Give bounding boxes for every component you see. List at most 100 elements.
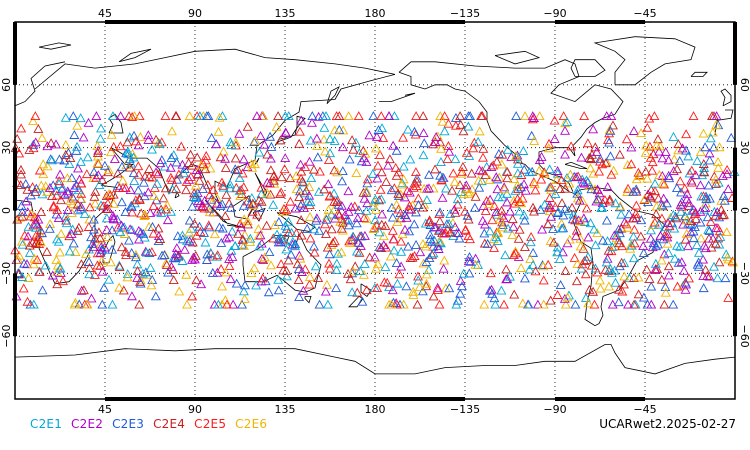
occultation-marker xyxy=(714,212,725,222)
occultation-marker xyxy=(726,132,737,142)
occultation-marker xyxy=(449,177,460,187)
occultation-marker xyxy=(418,150,429,160)
occultation-marker xyxy=(539,199,550,209)
occultation-marker xyxy=(17,272,28,281)
occultation-marker xyxy=(696,233,707,243)
occultation-marker xyxy=(444,146,455,156)
occultation-marker xyxy=(170,248,181,258)
occultation-marker xyxy=(199,227,209,237)
occultation-marker xyxy=(76,259,87,269)
occultation-marker xyxy=(399,224,410,234)
coastline xyxy=(174,190,180,199)
occultation-marker xyxy=(713,162,724,172)
lat-tick-label: 30 xyxy=(0,141,13,155)
occultation-marker xyxy=(285,173,296,183)
occultation-marker xyxy=(371,263,382,273)
occultation-marker xyxy=(718,209,729,219)
occultation-marker xyxy=(60,139,71,149)
occultation-marker xyxy=(712,207,723,217)
occultation-marker xyxy=(560,299,571,309)
occultation-marker xyxy=(231,278,242,288)
occultation-marker xyxy=(528,260,539,269)
occultation-marker xyxy=(173,250,184,260)
occultation-marker xyxy=(660,147,671,156)
occultation-marker xyxy=(463,214,474,224)
occultation-marker xyxy=(529,135,540,145)
coastline xyxy=(690,71,708,77)
occultation-marker xyxy=(121,250,132,259)
occultation-marker xyxy=(286,227,297,237)
occultation-marker xyxy=(432,285,443,294)
occultation-marker xyxy=(304,181,315,191)
occultation-marker xyxy=(512,168,523,178)
occultation-marker xyxy=(38,159,49,169)
occultation-marker xyxy=(463,121,474,131)
occultation-marker xyxy=(543,259,554,269)
occultation-marker xyxy=(64,231,75,241)
occultation-marker xyxy=(677,143,688,153)
occultation-marker xyxy=(651,140,662,150)
occultation-marker xyxy=(171,183,182,193)
occultation-marker xyxy=(126,158,136,168)
occultation-marker xyxy=(491,232,502,242)
occultation-marker xyxy=(235,190,246,200)
occultation-marker xyxy=(158,193,169,203)
occultation-marker xyxy=(121,148,132,158)
occultation-marker xyxy=(337,142,348,152)
occultation-marker xyxy=(517,298,528,308)
occultation-marker xyxy=(437,116,448,126)
lon-tick-label: 45 xyxy=(98,7,112,20)
occultation-marker xyxy=(391,145,402,155)
occultation-marker xyxy=(377,209,387,219)
occultation-marker xyxy=(130,195,141,205)
occultation-marker xyxy=(477,166,488,176)
occultation-marker xyxy=(690,209,701,219)
occultation-marker xyxy=(331,258,342,268)
occultation-marker xyxy=(659,299,670,309)
occultation-marker xyxy=(616,209,627,219)
occultation-marker xyxy=(650,258,661,268)
occultation-marker xyxy=(218,146,229,156)
occultation-marker xyxy=(320,286,331,296)
occultation-marker xyxy=(557,247,568,257)
occultation-marker xyxy=(181,269,192,279)
occultation-marker xyxy=(61,218,72,228)
occultation-marker xyxy=(376,243,387,253)
occultation-marker xyxy=(496,205,507,215)
occultation-marker xyxy=(230,164,241,174)
occultation-marker xyxy=(268,175,279,185)
occultation-marker xyxy=(458,189,469,199)
occultation-marker xyxy=(78,285,89,295)
occultation-marker xyxy=(102,198,113,208)
occultation-marker xyxy=(120,183,131,193)
occultation-marker xyxy=(227,226,238,236)
occultation-marker xyxy=(585,218,596,228)
occultation-marker xyxy=(376,194,387,204)
lat-tick-label: −30 xyxy=(0,262,13,285)
lat-tick-label: −30 xyxy=(738,262,750,285)
occultation-marker xyxy=(216,264,227,273)
occultation-marker xyxy=(652,264,663,274)
occultation-marker xyxy=(526,130,537,140)
occultation-marker xyxy=(619,217,630,227)
occultation-marker xyxy=(359,212,370,222)
occultation-marker xyxy=(124,154,135,164)
occultation-marker xyxy=(723,184,734,194)
occultation-marker xyxy=(669,253,680,263)
occultation-marker xyxy=(542,218,553,228)
occultation-marker xyxy=(393,204,404,214)
occultation-marker xyxy=(669,223,680,233)
occultation-marker xyxy=(613,297,624,307)
occultation-marker xyxy=(262,149,273,159)
occultation-marker xyxy=(237,168,248,178)
occultation-marker xyxy=(510,151,521,161)
occultation-marker xyxy=(271,121,282,131)
occultation-marker xyxy=(710,238,721,248)
occultation-marker xyxy=(581,203,592,213)
occultation-marker xyxy=(146,247,157,257)
occultation-marker xyxy=(157,250,168,260)
legend-entry: C2E2 xyxy=(71,417,104,431)
occultation-marker xyxy=(124,162,135,172)
occultation-marker xyxy=(432,282,443,292)
occultation-marker xyxy=(356,231,367,241)
